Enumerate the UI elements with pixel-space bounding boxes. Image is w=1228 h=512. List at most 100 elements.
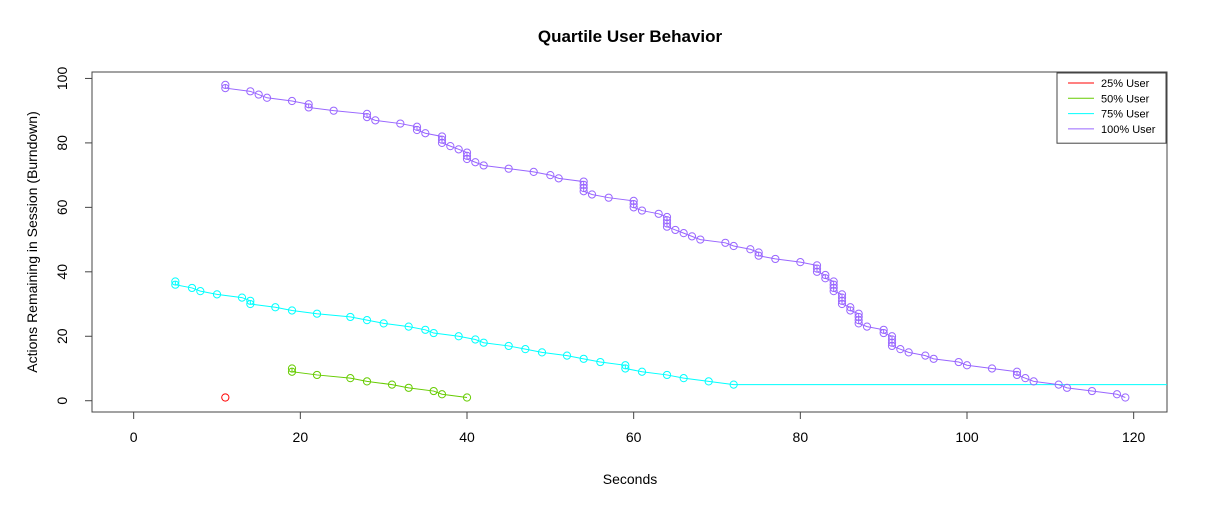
data-point [221, 393, 230, 402]
y-tick-label: 40 [54, 264, 70, 280]
data-point [729, 380, 738, 389]
data-point [662, 219, 672, 228]
data-point [221, 84, 230, 93]
series-line [224, 84, 1126, 398]
data-point [662, 370, 672, 380]
data-point [1087, 386, 1097, 396]
data-point [479, 338, 488, 347]
legend: 25% User 50% User 75% User 100% User [1056, 72, 1167, 144]
data-point [1062, 383, 1072, 392]
x-tick-label: 20 [293, 429, 309, 445]
data-point [262, 93, 272, 102]
data-point [1012, 370, 1022, 380]
data-point [462, 154, 472, 164]
data-point [371, 116, 380, 125]
data-point [554, 174, 563, 183]
data-point [579, 354, 588, 363]
data-point [462, 393, 472, 402]
data-point [887, 335, 897, 344]
data-point [579, 180, 588, 189]
data-point [962, 361, 972, 370]
y-tick-label: 80 [54, 135, 70, 151]
data-point [271, 303, 280, 312]
legend-label: 100% User [1101, 124, 1156, 136]
data-point [537, 348, 547, 357]
data-point [1054, 380, 1063, 389]
data-point [629, 196, 638, 206]
y-tick-label: 20 [54, 328, 70, 344]
data-point [196, 287, 205, 296]
series-line [174, 281, 1167, 386]
data-point [629, 200, 638, 209]
data-point [604, 193, 613, 202]
data-point [421, 325, 430, 334]
data-point [904, 348, 913, 357]
legend-label: 50% User [1101, 93, 1150, 105]
data-point [704, 377, 713, 386]
data-point [462, 148, 472, 157]
data-point [812, 264, 822, 273]
data-point [329, 106, 338, 115]
data-point [462, 151, 472, 160]
data-point [754, 251, 763, 260]
data-point [237, 293, 247, 302]
data-point [396, 119, 405, 128]
data-point [854, 319, 863, 328]
data-point [837, 296, 847, 305]
data-point [379, 319, 388, 328]
data-point [504, 341, 513, 351]
data-point [596, 357, 605, 367]
data-point [829, 287, 838, 296]
data-point [404, 322, 413, 331]
x-tick-label: 60 [626, 429, 642, 445]
x-axis-label: Seconds [603, 471, 657, 487]
data-point [587, 190, 597, 199]
data-point [637, 367, 647, 376]
legend-box [1056, 72, 1167, 144]
data-point [412, 122, 422, 131]
data-point [437, 135, 447, 144]
data-point [1012, 367, 1022, 376]
data-point [187, 283, 197, 293]
data-point [662, 212, 672, 222]
data-point [629, 203, 638, 212]
data-point [412, 125, 422, 135]
data-point [429, 328, 438, 338]
data-point [662, 216, 672, 225]
data-point [171, 277, 180, 286]
data-point [879, 328, 888, 338]
y-tick-label: 100 [54, 67, 70, 91]
series-line [291, 368, 468, 398]
data-point [287, 364, 297, 373]
x-tick-label: 80 [793, 429, 809, 445]
data-point [212, 290, 222, 299]
data-point [579, 177, 588, 186]
series-layer [171, 80, 1167, 402]
data-point [454, 145, 463, 154]
data-point [621, 364, 630, 373]
x-axis: 0 20 40 60 80 100 120 [130, 412, 1146, 445]
data-point [829, 280, 838, 289]
data-point [437, 390, 447, 399]
x-tick-label: 0 [130, 429, 138, 445]
data-point [471, 335, 480, 344]
data-point [437, 132, 447, 141]
data-point [362, 109, 372, 118]
data-point [829, 277, 838, 286]
data-point [1021, 374, 1030, 383]
data-point [679, 374, 688, 383]
data-point [1112, 390, 1122, 399]
data-point [846, 303, 855, 312]
plot-frame [91, 71, 1168, 413]
series-1 [221, 393, 230, 402]
chart-title: Quartile User Behavior [538, 27, 723, 46]
data-point [887, 332, 897, 341]
data-point [312, 370, 322, 380]
data-point [846, 306, 855, 315]
data-point [562, 351, 572, 360]
data-point [346, 374, 355, 383]
data-point [387, 380, 397, 389]
data-point [812, 267, 822, 276]
data-point [621, 361, 630, 370]
data-point [521, 345, 530, 354]
